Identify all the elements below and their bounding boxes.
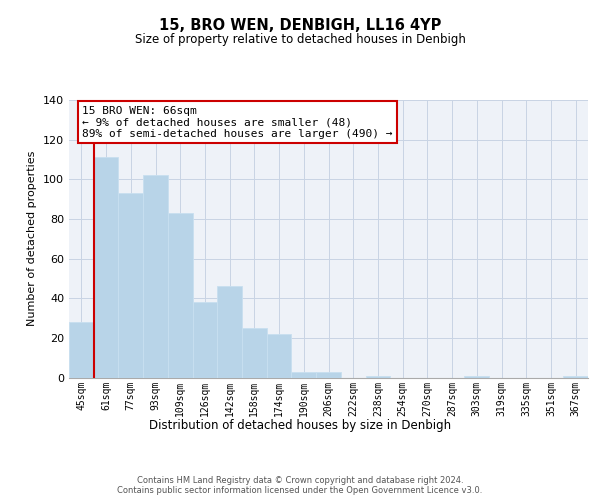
Y-axis label: Number of detached properties: Number of detached properties [28,151,37,326]
Bar [464,376,489,378]
Bar [316,372,341,378]
Bar [168,213,193,378]
Bar [217,286,242,378]
Bar [94,158,118,378]
Text: 15, BRO WEN, DENBIGH, LL16 4YP: 15, BRO WEN, DENBIGH, LL16 4YP [159,18,441,32]
Bar [365,376,390,378]
Text: Size of property relative to detached houses in Denbigh: Size of property relative to detached ho… [134,32,466,46]
Bar [193,302,217,378]
Bar [69,322,94,378]
Bar [563,376,588,378]
Text: Distribution of detached houses by size in Denbigh: Distribution of detached houses by size … [149,420,451,432]
Bar [118,193,143,378]
Bar [292,372,316,378]
Text: 15 BRO WEN: 66sqm
← 9% of detached houses are smaller (48)
89% of semi-detached : 15 BRO WEN: 66sqm ← 9% of detached house… [82,106,392,138]
Text: Contains HM Land Registry data © Crown copyright and database right 2024.
Contai: Contains HM Land Registry data © Crown c… [118,476,482,495]
Bar [267,334,292,378]
Bar [143,176,168,378]
Bar [242,328,267,378]
